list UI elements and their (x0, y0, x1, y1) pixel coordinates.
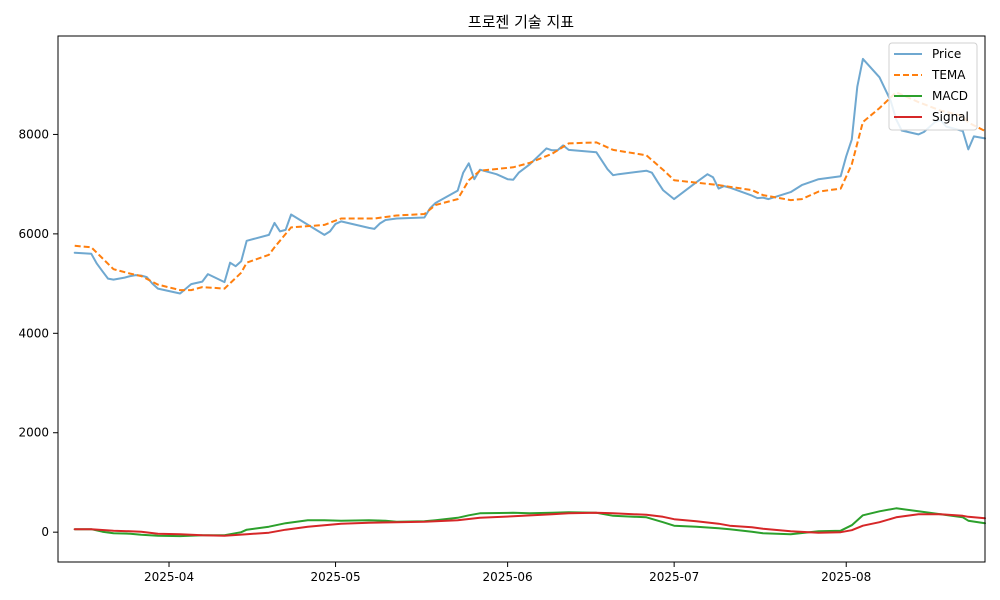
x-tick-label: 2025-06 (483, 570, 533, 584)
x-tick-label: 2025-04 (144, 570, 194, 584)
x-tick-label: 2025-05 (310, 570, 360, 584)
legend-label-price: Price (932, 47, 961, 61)
series-line-tema (74, 91, 986, 292)
y-tick-label: 8000 (18, 127, 49, 141)
legend-label-tema: TEMA (931, 68, 966, 82)
y-tick-label: 0 (41, 525, 49, 539)
legend-label-macd: MACD (932, 89, 968, 103)
plot-area-frame (57, 35, 986, 563)
x-tick-label: 2025-08 (821, 570, 871, 584)
legend-label-signal: Signal (932, 110, 969, 124)
x-tick-label: 2025-07 (649, 570, 699, 584)
y-tick-label: 4000 (18, 326, 49, 340)
x-axis: 2025-04 2025-05 2025-06 2025-07 2025-08 (144, 562, 871, 584)
series-line-signal (73, 511, 986, 537)
y-tick-label: 2000 (18, 426, 49, 440)
legend-box (888, 42, 978, 131)
chart-title: 프로젠 기술 지표 (468, 13, 574, 31)
y-axis: 0 2000 4000 6000 8000 (18, 127, 58, 539)
legend: Price TEMA MACD Signal (888, 42, 978, 131)
y-tick-label: 6000 (18, 227, 49, 241)
series-line-price (73, 57, 986, 295)
series-layer (73, 57, 986, 538)
